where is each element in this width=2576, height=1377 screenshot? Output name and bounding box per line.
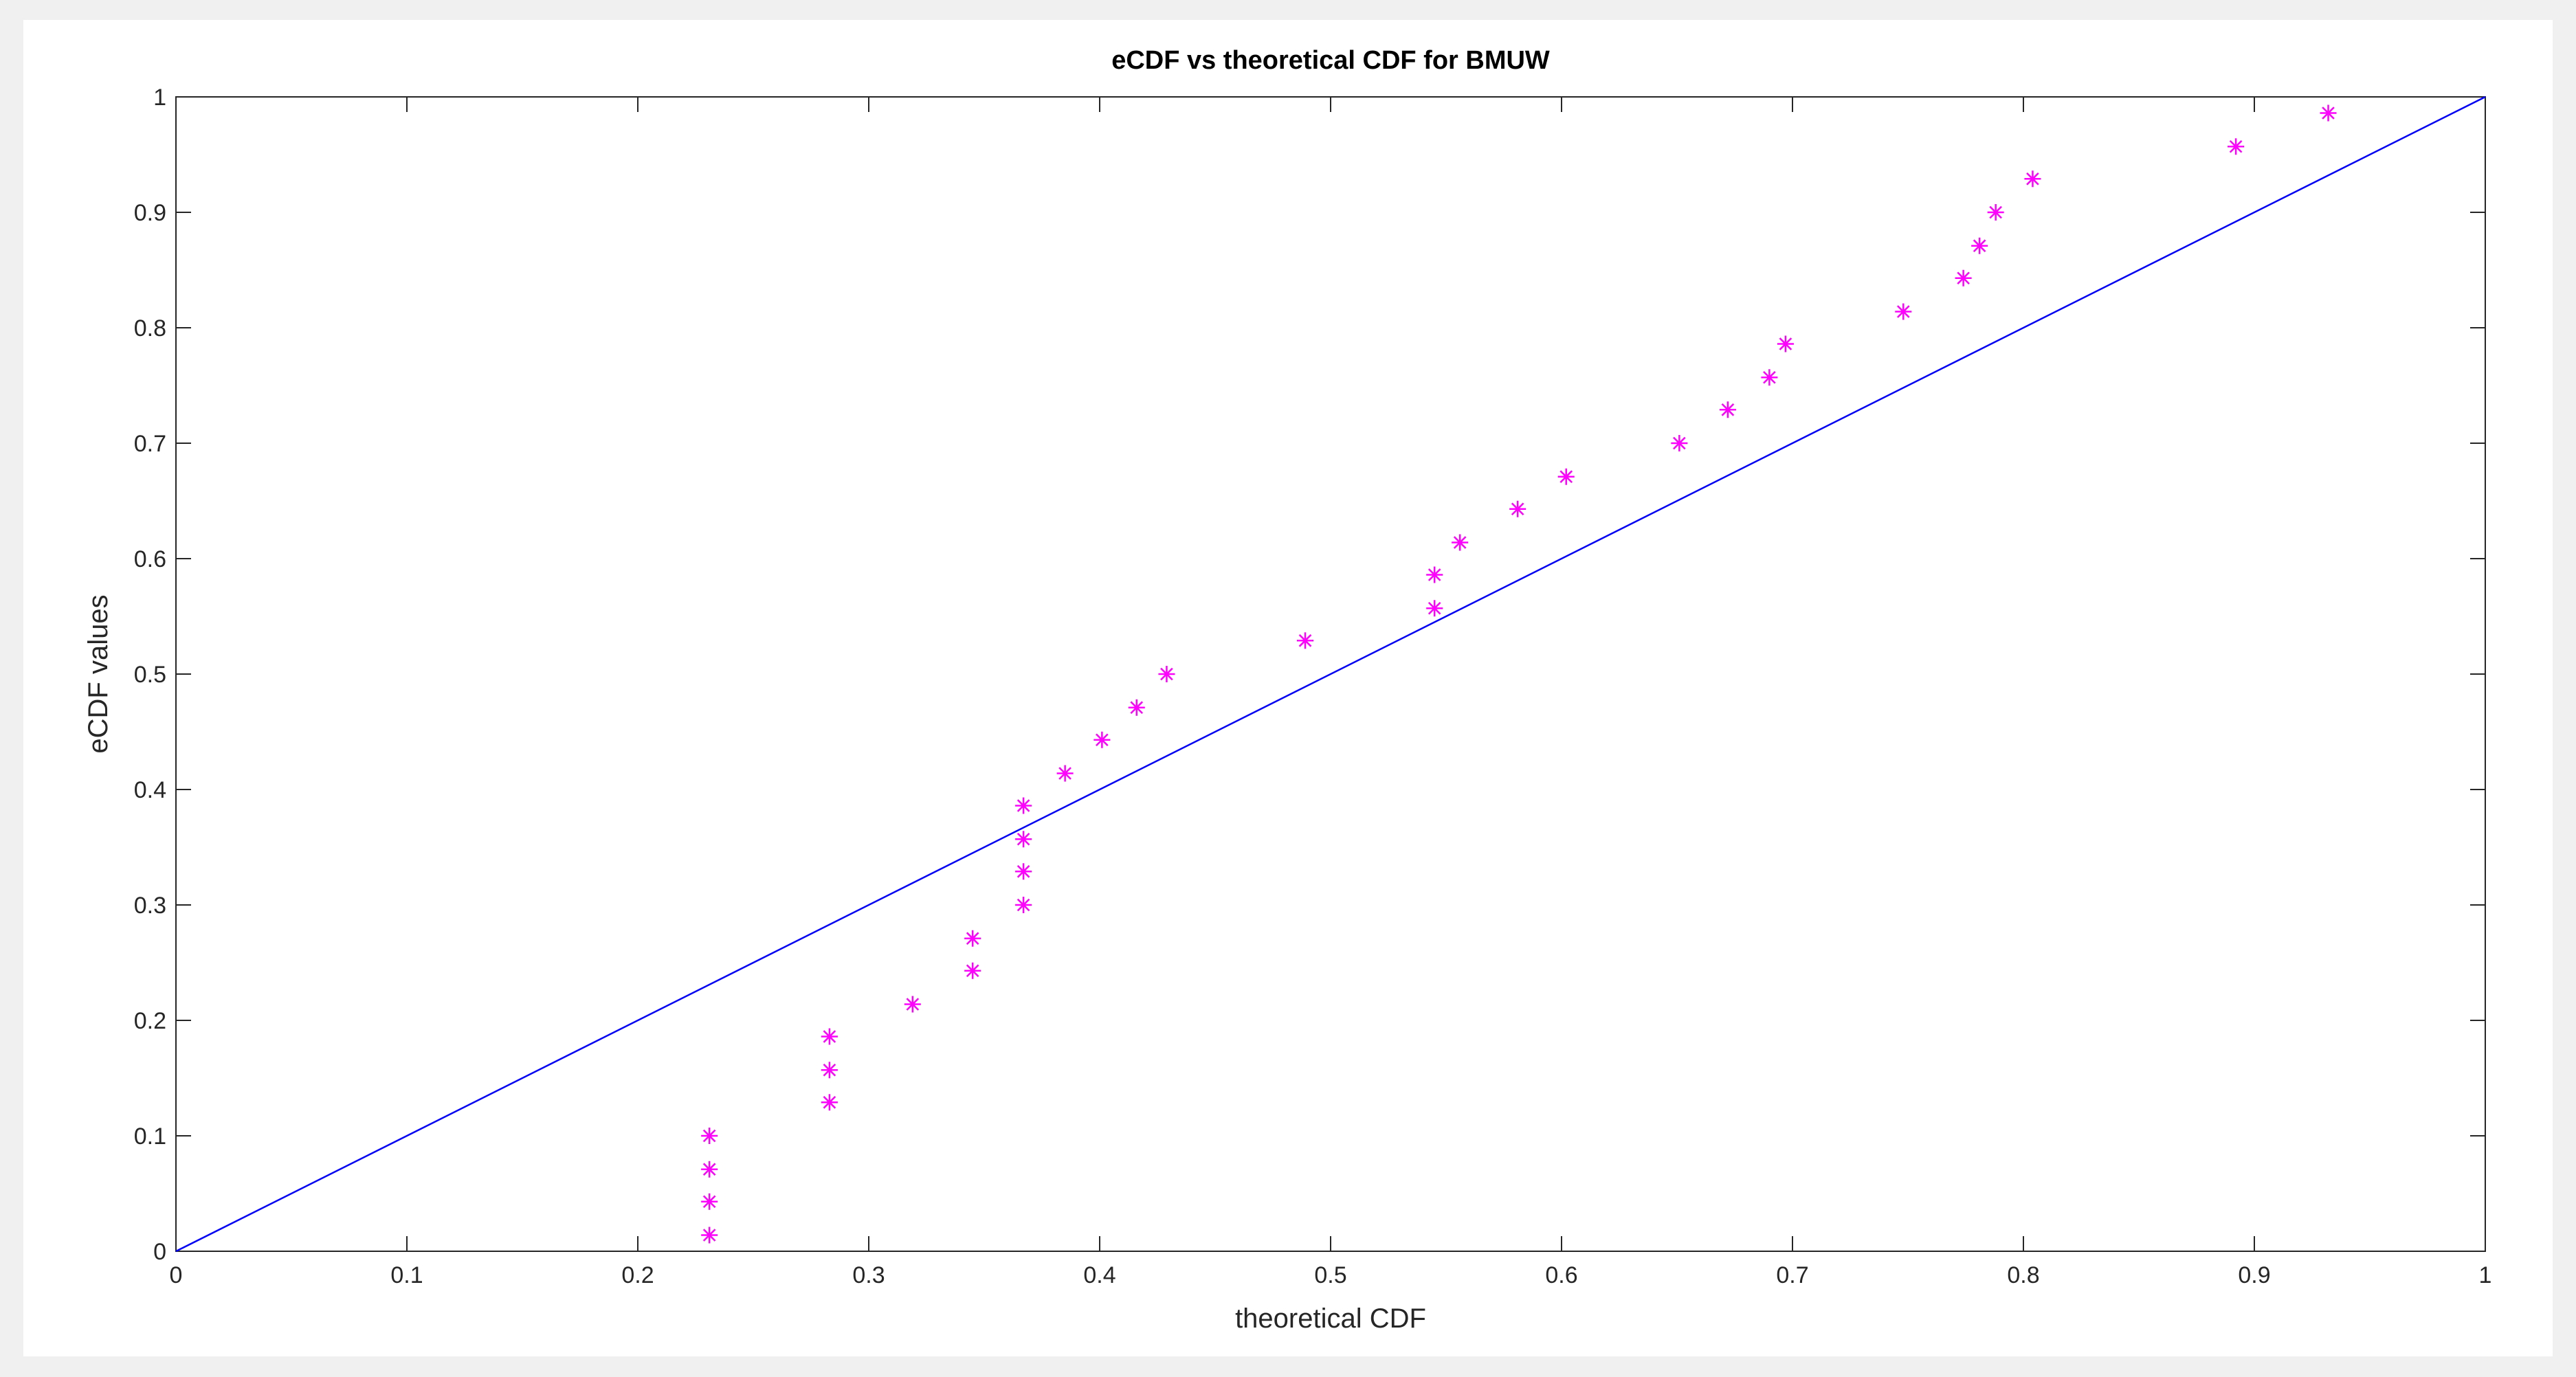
x-tick-label: 0.9: [2238, 1262, 2270, 1288]
x-axis-label: theoretical CDF: [1235, 1303, 1426, 1334]
point: [1719, 401, 1736, 418]
chart-title: eCDF vs theoretical CDF for BMUW: [1111, 46, 1550, 75]
point: [964, 930, 981, 947]
y-tick-label: 0.7: [134, 431, 166, 457]
point: [904, 996, 921, 1013]
point: [1426, 600, 1443, 617]
point: [1895, 303, 1912, 320]
point: [701, 1161, 718, 1178]
x-tick-label: 0.3: [852, 1262, 885, 1288]
y-tick-label: 0.9: [134, 200, 166, 226]
point: [2320, 104, 2337, 122]
point: [1158, 666, 1175, 682]
point: [1093, 731, 1111, 748]
point: [1671, 435, 1688, 451]
point: [701, 1128, 718, 1144]
y-tick-label: 0.2: [134, 1008, 166, 1034]
y-tick-label: 0.1: [134, 1123, 166, 1150]
reference-line: [175, 96, 2486, 1253]
point: [2228, 138, 2245, 155]
point: [1056, 765, 1074, 782]
point: [701, 1227, 718, 1244]
point: [1426, 566, 1443, 583]
point: [1452, 534, 1469, 551]
y-tick-label: 0.8: [134, 315, 166, 342]
point: [1557, 468, 1575, 485]
point: [1015, 863, 1032, 880]
y-tick-label: 0.6: [134, 546, 166, 572]
point: [1015, 897, 1032, 913]
point: [1297, 632, 1314, 649]
point: [821, 1062, 838, 1079]
y-tick-label: 0: [153, 1239, 166, 1265]
point: [821, 1094, 838, 1111]
x-tick-label: 0.6: [1545, 1262, 1577, 1288]
point: [2024, 170, 2041, 188]
point: [821, 1028, 838, 1045]
point: [1509, 500, 1526, 517]
point: [964, 962, 981, 979]
point: [1761, 369, 1778, 386]
x-tick-label: 0.2: [621, 1262, 654, 1288]
y-tick-label: 0.4: [134, 777, 166, 803]
x-tick-label: 0.1: [390, 1262, 423, 1288]
y-tick-label: 0.5: [134, 662, 166, 688]
x-tick-label: 0.5: [1314, 1262, 1346, 1288]
point: [1777, 335, 1794, 352]
x-tick-label: 0.4: [1083, 1262, 1115, 1288]
point: [1987, 204, 2004, 221]
y-axis-label: eCDF values: [83, 594, 113, 753]
x-tick-label: 0.8: [2007, 1262, 2039, 1288]
y-tick-label: 1: [153, 85, 166, 111]
x-tick-label: 0: [170, 1262, 183, 1288]
point: [701, 1193, 718, 1210]
x-tick-label: 1: [2479, 1262, 2492, 1288]
point: [1971, 237, 1988, 254]
point: [1955, 269, 1972, 287]
x-tick-label: 0.7: [1776, 1262, 1808, 1288]
y-tick-label: 0.3: [134, 893, 166, 919]
point: [1128, 699, 1145, 716]
point: [1015, 797, 1032, 814]
point: [1015, 831, 1032, 848]
